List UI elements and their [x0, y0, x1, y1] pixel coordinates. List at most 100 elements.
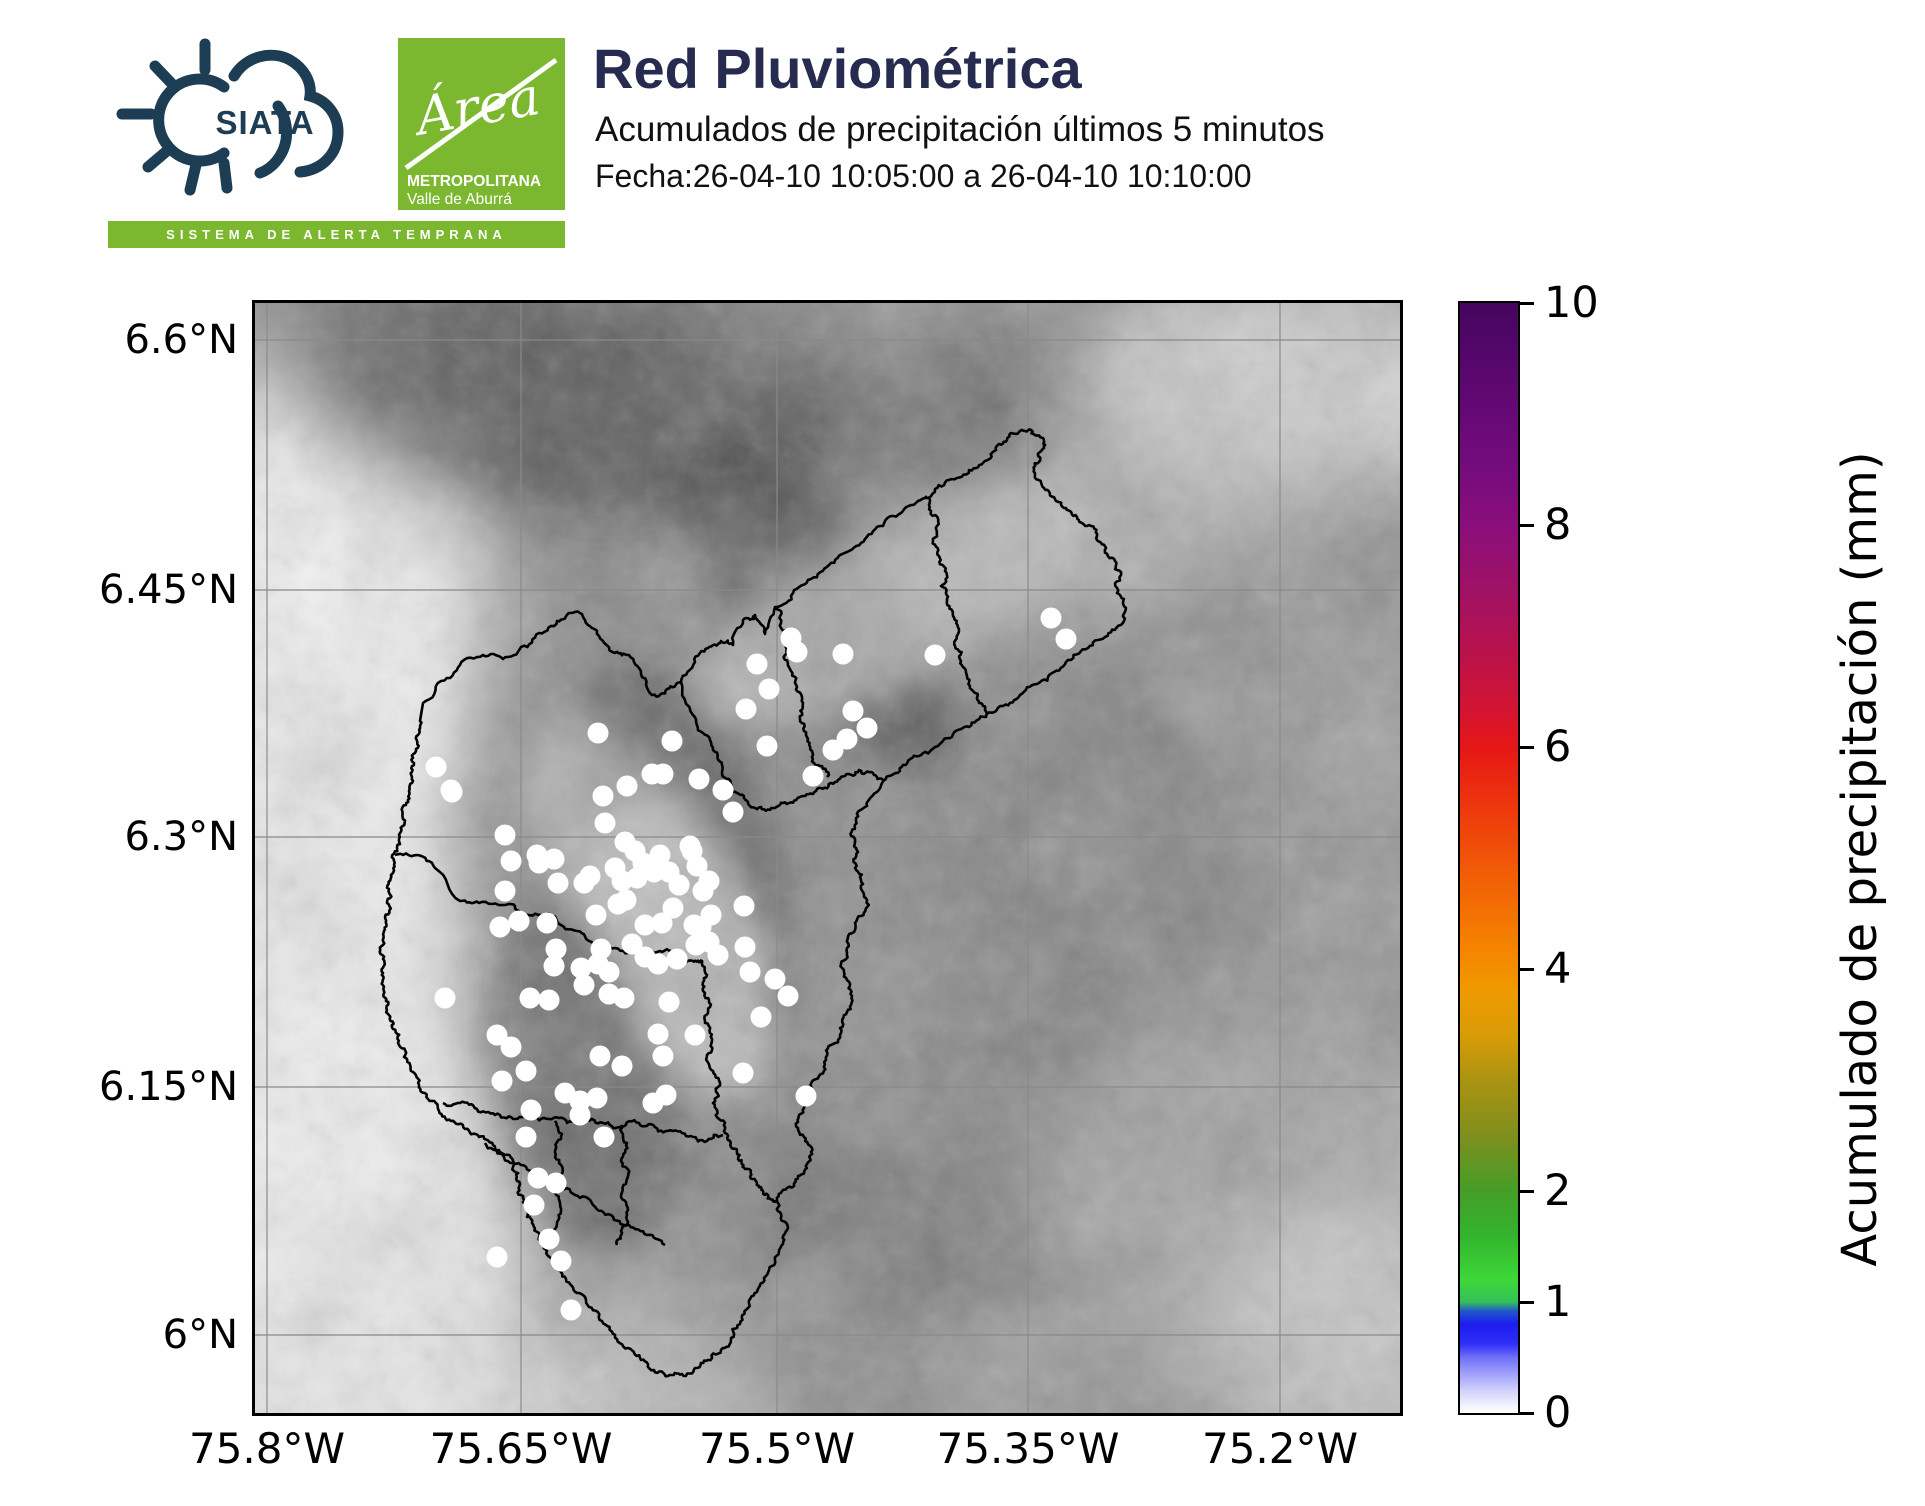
terrain-background	[255, 303, 1400, 1413]
station-dot	[613, 987, 635, 1009]
siata-cloud-sun-icon: SIATA	[116, 38, 344, 196]
boundary-outer	[378, 428, 1128, 1378]
boundary-medellin_envigado	[699, 958, 777, 1204]
station-dot	[585, 904, 607, 926]
station-dot	[615, 889, 637, 911]
station-dot	[425, 756, 447, 778]
station-dot	[508, 910, 530, 932]
colorbar-tick-label: 1	[1544, 1277, 1572, 1327]
colorbar-tick-mark	[1520, 1411, 1534, 1415]
boundary-estrella_diag	[483, 1142, 666, 1247]
area-logo-background	[398, 38, 565, 210]
station-dot	[538, 1228, 560, 1250]
station-dot	[795, 1085, 817, 1107]
station-dot	[598, 961, 620, 983]
station-dot	[668, 874, 690, 896]
colorbar-tick-mark	[1520, 967, 1534, 971]
station-dot	[592, 785, 614, 807]
station-dot	[707, 944, 729, 966]
station-dot	[573, 974, 595, 996]
boundary-sabaneta_west	[615, 1124, 631, 1246]
colorbar-tick-mark	[1520, 523, 1534, 527]
station-dot	[733, 895, 755, 917]
station-dot	[594, 812, 616, 834]
page-title: Red Pluviométrica	[593, 37, 1082, 100]
station-dot	[500, 1036, 522, 1058]
station-dot	[621, 933, 643, 955]
area-logo-icon: Área METROPOLITANA Valle de Aburrá	[398, 38, 565, 210]
rain-gauge-stations	[425, 607, 1077, 1321]
station-dot	[662, 897, 684, 919]
x-tick-label: 75.65°W	[429, 1424, 613, 1473]
station-dot	[822, 739, 844, 761]
station-dot	[649, 844, 671, 866]
station-dot	[739, 961, 761, 983]
colorbar-tick-label: 2	[1544, 1166, 1572, 1216]
station-dot	[545, 1172, 567, 1194]
station-dot	[652, 1045, 674, 1067]
x-tick-label: 75.35°W	[936, 1424, 1120, 1473]
station-dot	[658, 991, 680, 1013]
terrain-map	[255, 303, 1400, 1413]
cloud-inner-arc-icon	[254, 100, 292, 179]
x-tick-label: 75.5°W	[698, 1424, 856, 1473]
station-dot	[1040, 607, 1062, 629]
sun-ray-icon	[184, 159, 202, 196]
y-tick-label: 6°N	[162, 1312, 238, 1358]
colorbar-tick-mark	[1520, 745, 1534, 749]
station-dot	[486, 1024, 508, 1046]
station-dot	[688, 768, 710, 790]
station-dot	[486, 1246, 508, 1268]
station-dot	[832, 643, 854, 665]
boundary-girardota_barbosa	[924, 495, 989, 714]
siata-logo: SIATA	[108, 30, 362, 208]
station-dot	[543, 955, 565, 977]
station-dot	[593, 1126, 615, 1148]
station-dot	[560, 1299, 582, 1321]
station-dot	[616, 775, 638, 797]
area-logo-line2: Valle de Aburrá	[407, 191, 512, 208]
y-tick-label: 6.3°N	[124, 814, 238, 860]
cloud-icon	[228, 49, 344, 178]
station-dot	[589, 1045, 611, 1067]
y-tick-label: 6.45°N	[99, 567, 238, 613]
station-dot	[441, 781, 463, 803]
station-dot	[536, 912, 558, 934]
station-dot	[643, 861, 665, 883]
station-dot	[712, 779, 734, 801]
sun-arc-icon	[153, 73, 230, 167]
station-dot	[750, 1006, 772, 1028]
station-dot	[611, 1055, 633, 1077]
graticule-gridlines	[255, 303, 1400, 1413]
station-dot	[734, 936, 756, 958]
station-dot	[735, 698, 757, 720]
alert-system-banner: SISTEMA DE ALERTA TEMPRANA	[108, 221, 565, 248]
area-logo-swoosh	[404, 57, 558, 171]
area-metropolitana-logo: Área METROPOLITANA Valle de Aburrá	[398, 38, 565, 210]
station-dot	[842, 700, 864, 722]
y-tick-label: 6.15°N	[99, 1064, 238, 1110]
station-dot	[661, 730, 683, 752]
station-dot	[547, 872, 569, 894]
station-dot	[647, 1023, 669, 1045]
station-dot	[722, 801, 744, 823]
station-dot	[634, 914, 656, 936]
colorbar-label: Acumulado de precipitación (mm)	[1832, 451, 1888, 1267]
station-dot	[777, 985, 799, 1007]
map-panel	[252, 300, 1403, 1416]
station-dot	[732, 1062, 754, 1084]
station-dot	[1055, 628, 1077, 650]
colorbar-tick-label: 4	[1544, 944, 1572, 994]
station-dot	[515, 1060, 537, 1082]
station-dot	[651, 912, 673, 934]
area-logo-line1: METROPOLITANA	[407, 173, 541, 190]
station-dot	[698, 870, 720, 892]
station-dot	[652, 763, 674, 785]
station-dot	[587, 722, 609, 744]
y-tick-label: 6.6°N	[124, 317, 238, 363]
station-dot	[647, 953, 669, 975]
station-dot	[684, 1024, 706, 1046]
station-dot	[489, 916, 511, 938]
colorbar-tick-mark	[1520, 301, 1534, 305]
station-dot	[655, 1084, 677, 1106]
